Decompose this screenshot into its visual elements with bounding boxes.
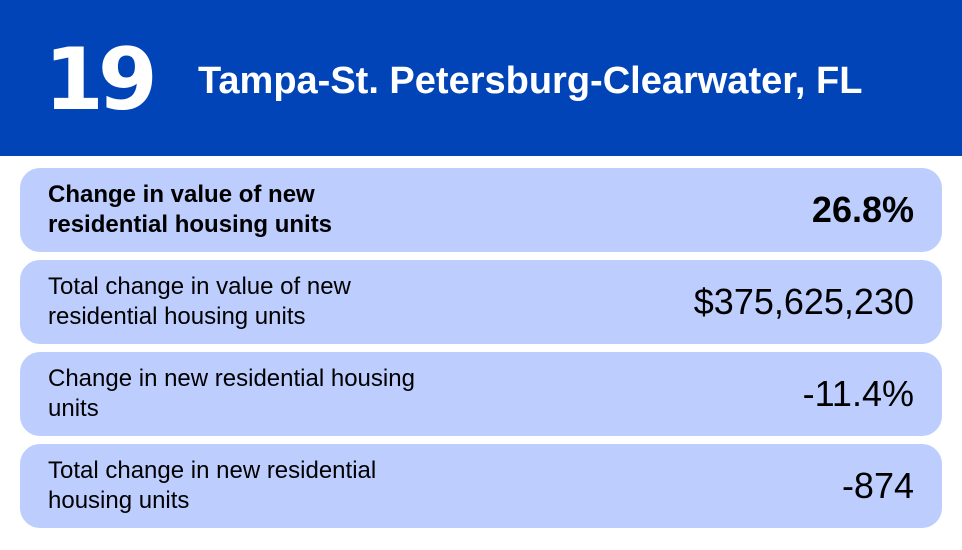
rank-number: 19 bbox=[44, 30, 158, 130]
metro-name: Tampa-St. Petersburg-Clearwater, FL bbox=[198, 60, 863, 102]
stat-label: Total change in value of new residential… bbox=[48, 273, 351, 330]
stat-value: 26.8% bbox=[811, 189, 914, 230]
stat-row-value-change: Change in value of new residential housi… bbox=[20, 168, 942, 252]
stat-label: Change in new residential housing units bbox=[48, 365, 415, 422]
stat-label: Change in value of new residential housi… bbox=[48, 181, 333, 238]
stat-value: -11.4% bbox=[802, 373, 914, 414]
stat-label: Total change in new residential housing … bbox=[48, 457, 377, 514]
header-banner: 19 Tampa-St. Petersburg-Clearwater, FL bbox=[0, 0, 962, 156]
stat-value: $375,625,230 bbox=[693, 281, 914, 322]
stat-row-units-change: Change in new residential housing units … bbox=[20, 352, 942, 436]
stat-value: -874 bbox=[841, 465, 914, 506]
stat-row-total-units-change: Total change in new residential housing … bbox=[20, 444, 942, 528]
stats-list: Change in value of new residential housi… bbox=[20, 168, 942, 536]
stat-row-total-value-change: Total change in value of new residential… bbox=[20, 260, 942, 344]
